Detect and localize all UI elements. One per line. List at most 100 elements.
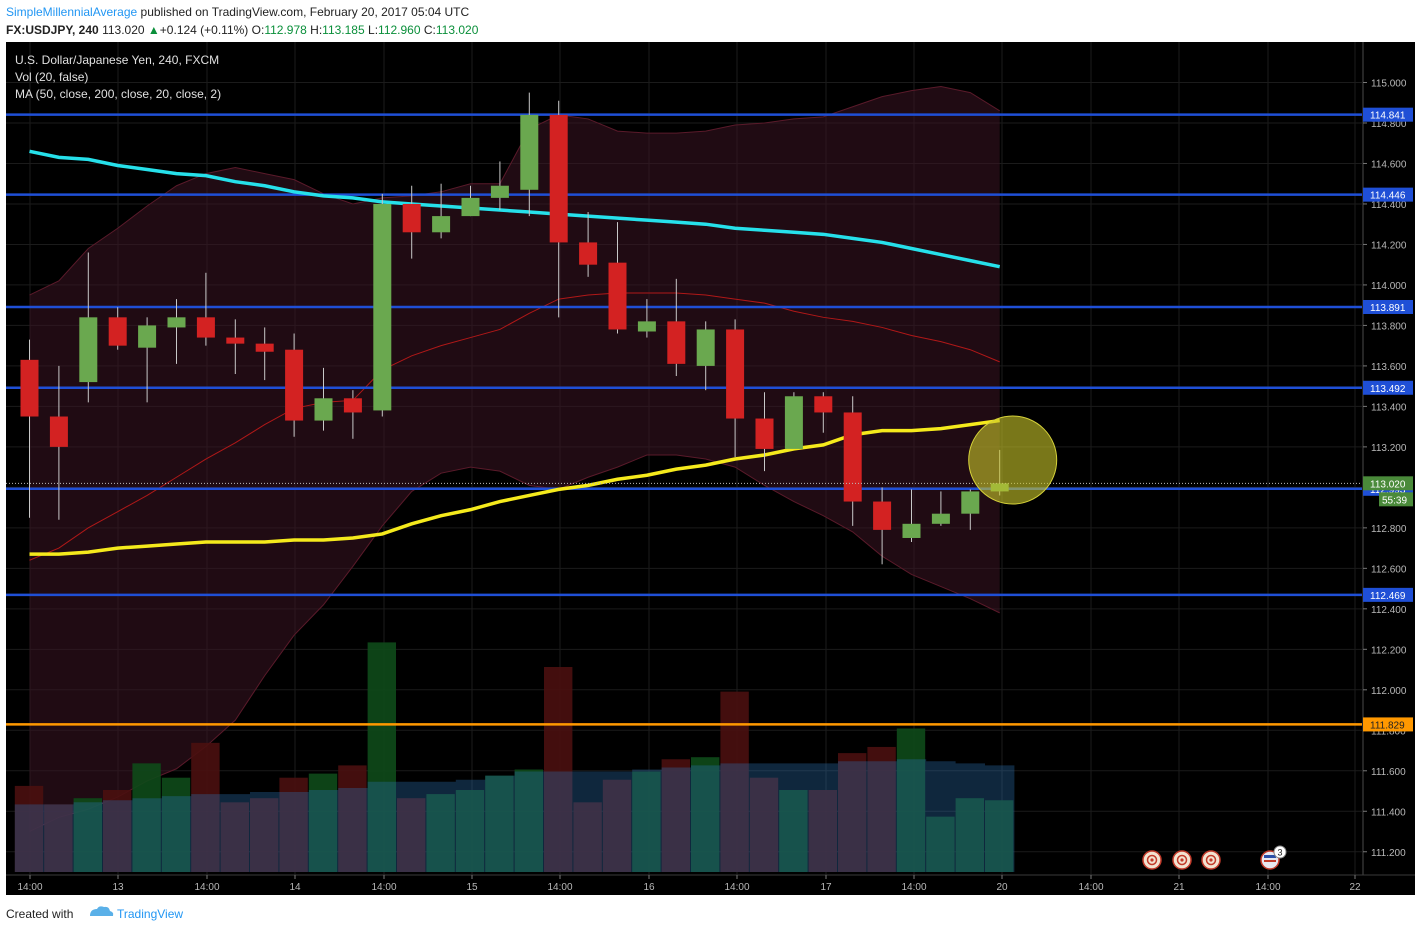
candlesticks[interactable] <box>20 92 1009 565</box>
event-flag-dot <box>1180 858 1184 862</box>
price-axis-background <box>1363 42 1415 875</box>
volume-bar <box>161 777 191 872</box>
volume-bar <box>955 798 984 872</box>
volume-bars <box>14 642 1015 872</box>
low-value: 112.960 <box>378 23 421 37</box>
price-tick-label: 114.200 <box>1371 240 1407 251</box>
candle-body <box>961 491 980 514</box>
event-markers[interactable]: 3 <box>1142 845 1287 870</box>
volume-bar <box>279 777 308 872</box>
volume-bar <box>455 790 485 872</box>
close-value: 113.020 <box>435 23 479 37</box>
candle-body <box>608 262 627 330</box>
volume-bar <box>73 798 102 872</box>
candle-body <box>637 321 656 332</box>
low-label: L: <box>368 23 379 37</box>
volume-bar <box>544 667 573 872</box>
event-count-text: 3 <box>1277 848 1282 858</box>
level-price-text: 112.469 <box>1370 591 1406 602</box>
volume-bar <box>749 777 779 872</box>
candle-body <box>755 418 774 449</box>
price-axis[interactable]: 115.000 114.800 114.600 114.400 114.200 114.0… <box>1362 42 1415 875</box>
legend-volume[interactable]: Vol (20, false) <box>15 70 89 84</box>
volume-bar <box>338 765 367 872</box>
event-flag-ring <box>1146 854 1158 866</box>
price-tick-label: 114.400 <box>1371 200 1407 211</box>
tradingview-link[interactable]: TradingView <box>117 907 184 921</box>
volume-bar <box>720 691 749 872</box>
volume-bar <box>985 800 1014 872</box>
us-flag-stripe <box>1264 855 1276 858</box>
candle-body <box>520 114 539 190</box>
price-tick-label: 112.800 <box>1371 524 1407 535</box>
price-tick-label: 114.800 <box>1371 119 1407 130</box>
volume-bar <box>691 757 720 872</box>
candle-body <box>579 242 598 265</box>
level-price-text: 114.841 <box>1370 111 1406 122</box>
price-change: +0.124 (+0.11%) <box>159 23 249 37</box>
horizontal-levels[interactable] <box>6 113 1362 726</box>
legend-ma[interactable]: MA (50, close, 200, close, 20, close, 2) <box>15 87 222 101</box>
volume-bar <box>426 794 455 872</box>
time-tick-label: 15 <box>466 882 478 893</box>
bollinger-upper-line <box>29 86 1000 296</box>
candle-body <box>138 325 157 348</box>
level-price-text: 113.891 <box>1370 303 1406 314</box>
level-price-text: 113.492 <box>1370 384 1406 395</box>
event-flag-ring <box>1205 854 1217 866</box>
volume-bar <box>14 785 44 872</box>
author-link[interactable]: SimpleMillennialAverage <box>6 5 138 19</box>
level-price-label <box>1363 107 1413 122</box>
time-tick-label: 21 <box>1173 882 1185 893</box>
volume-bar <box>44 804 73 872</box>
volume-bar <box>514 769 543 872</box>
price-chart[interactable]: 115.000 114.800 114.600 114.400 114.200 114.0… <box>6 42 1415 895</box>
time-tick-label: 14:00 <box>371 882 396 893</box>
volume-bar <box>132 763 161 872</box>
candle-body <box>902 523 921 538</box>
candle-body <box>49 416 68 447</box>
price-tick-label: 112.200 <box>1371 645 1407 656</box>
ohlc-line: FX:USDJPY, 240 113.020 ▲+0.124 (+0.11%) … <box>6 23 478 37</box>
published-info: published on TradingView.com, February 2… <box>140 5 470 19</box>
level-price-label <box>1363 380 1413 395</box>
price-tick-label: 112.600 <box>1371 564 1407 575</box>
time-tick-label: 16 <box>643 882 655 893</box>
candle-body <box>402 203 421 233</box>
level-price-label <box>1363 587 1413 602</box>
candle-body <box>167 317 186 328</box>
chart-header: SimpleMillennialAverage published on Tra… <box>0 0 1421 42</box>
time-axis[interactable]: 14:00 13 14:00 14 14:00 15 14:00 16 14:00 17 14:00… <box>6 874 1415 895</box>
level-price-text: 111.829 <box>1370 720 1405 731</box>
time-tick-label: 22 <box>1349 882 1361 893</box>
event-flag-dot <box>1209 858 1213 862</box>
volume-bar <box>485 775 514 872</box>
volume-bar <box>808 790 837 872</box>
time-tick-label: 14:00 <box>724 882 749 893</box>
volume-bar <box>103 790 132 872</box>
volume-bar <box>573 802 602 872</box>
price-tick-label: 111.600 <box>1371 767 1406 778</box>
bollinger-mid-line <box>29 292 1000 561</box>
level-price-label <box>1363 717 1413 732</box>
volume-bar <box>867 746 896 872</box>
candle-body <box>314 398 333 421</box>
event-flag-ring <box>1176 854 1188 866</box>
price-tick-label: 113.400 <box>1371 402 1407 413</box>
candle-body <box>814 396 833 413</box>
chart-area[interactable]: 115.000 114.800 114.600 114.400 114.200 114.0… <box>6 42 1415 895</box>
price-tick-label: 114.000 <box>1371 281 1407 292</box>
time-axis-background <box>6 875 1415 895</box>
last-price: 113.020 <box>102 23 145 37</box>
volume-bar <box>602 779 632 872</box>
volume-bar <box>926 816 955 872</box>
candle-body <box>108 317 127 346</box>
close-label: C: <box>423 23 436 37</box>
highlight-circle <box>968 415 1058 505</box>
tradingview-logo-icon[interactable] <box>88 904 114 918</box>
high-label: H: <box>310 23 323 37</box>
volume-bar <box>191 742 220 872</box>
candle-body <box>432 216 451 233</box>
price-tick-label: 111.200 <box>1371 848 1406 859</box>
price-tick-label: 113.200 <box>1371 443 1407 454</box>
